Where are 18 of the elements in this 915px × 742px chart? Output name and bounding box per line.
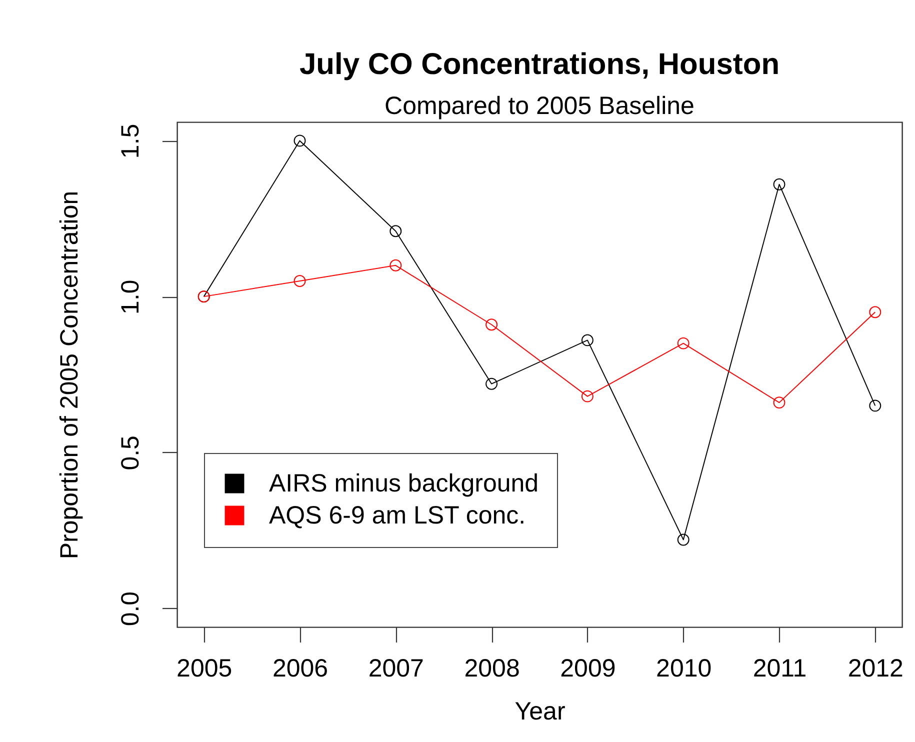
x-tick-label: 2011: [752, 654, 807, 682]
legend-label: AQS 6-9 am LST conc.: [269, 502, 526, 530]
x-tick-label: 2006: [272, 654, 328, 682]
x-tick-label: 2008: [464, 654, 520, 682]
chart-subtitle: Compared to 2005 Baseline: [384, 92, 694, 120]
x-tick-label: 2012: [848, 654, 904, 682]
y-tick-label: 0.5: [116, 436, 144, 470]
x-axis-title: Year: [514, 698, 566, 726]
chart-title: July CO Concentrations, Houston: [299, 48, 780, 81]
x-tick-label: 2009: [560, 654, 616, 682]
y-tick-label: 1.5: [116, 124, 144, 159]
x-tick-label: 2005: [176, 654, 232, 682]
legend-label: AIRS minus background: [269, 470, 539, 498]
y-tick-label: 1.0: [116, 280, 144, 314]
x-tick-label: 2007: [368, 654, 424, 682]
x-tick-label: 2010: [656, 654, 712, 682]
y-axis-title: Proportion of 2005 Concentration: [56, 190, 84, 560]
y-tick-label: 0.0: [116, 591, 144, 626]
